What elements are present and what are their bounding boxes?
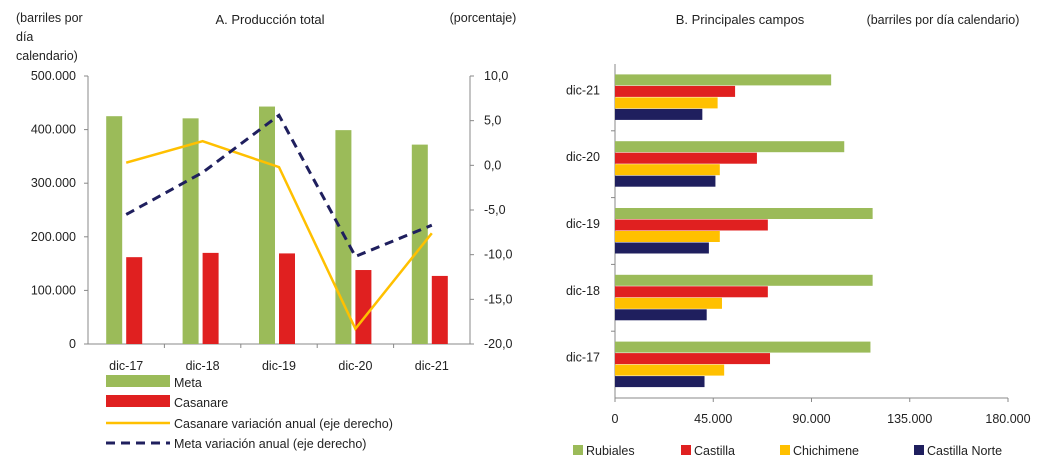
legend-b-label-castilla-norte: Castilla Norte [927,444,1002,458]
left-tick-label: 100.000 [31,283,76,297]
right-tick-label: 10,0 [484,69,508,83]
hbar-castilla-norte-dic-17 [615,376,705,388]
legend-b-label-rubiales: Rubiales [586,444,635,458]
line-casanare-variaci-n-anual-eje-derecho [125,139,433,332]
category-label-dic-18: dic-18 [186,359,220,373]
panel-a-plot: 0 100.000 200.000 300.000 400.000 500.000 -20,… [31,69,513,373]
right-tick-label: 0,0 [484,158,501,172]
category-label-dic-19: dic-19 [262,359,296,373]
left-tick-label: 300.000 [31,176,76,190]
panel-b-category-label-dic-17: dic-17 [566,351,600,365]
line-meta-variaci-n-anual-eje-derecho [125,113,433,259]
hbar-castilla-dic-19 [615,219,768,231]
legend-label-casanare: Casanare [174,396,228,410]
panel-b-category-label-dic-19: dic-19 [566,217,600,231]
right-tick-label: 5,0 [484,114,501,128]
left-tick-label: 200.000 [31,230,76,244]
bar-casanare-dic-20 [355,270,372,344]
bar-casanare-dic-17 [126,257,143,344]
legend-label-casanare-variaci-n-anual-eje-derecho: Casanare variación anual (eje derecho) [174,417,393,431]
left-axis-label-line2: día [16,30,33,44]
hbar-castilla-dic-21 [615,85,736,97]
left-axis-label-line1: (barriles por [16,11,83,25]
legend-b-swatch-castilla [681,445,691,455]
bar-casanare-dic-19 [279,253,295,344]
panel-a-legend: Meta Casanare Casanare variación anual (ej… [106,375,393,451]
category-label-dic-20: dic-20 [338,359,372,373]
category-label-dic-21: dic-21 [415,359,449,373]
hbar-chichimene-dic-21 [615,97,718,109]
legend-b-label-chichimene: Chichimene [793,444,859,458]
panel-b-tick-label: 0 [612,412,619,426]
hbar-chichimene-dic-19 [615,231,720,242]
legend-swatch-casanare [106,395,170,407]
panel-b-category-label-dic-18: dic-18 [566,284,600,298]
right-tick-label: -15,0 [484,292,513,306]
hbar-rubiales-dic-17 [615,341,871,353]
hbar-rubiales-dic-21 [615,74,832,86]
hbar-castilla-dic-18 [615,286,768,298]
legend-b-swatch-castilla-norte [914,445,924,455]
legend-b-label-castilla: Castilla [694,444,735,458]
hbar-chichimene-dic-18 [615,297,722,309]
hbar-rubiales-dic-19 [615,208,873,219]
category-label-dic-17: dic-17 [109,359,143,373]
right-axis-label: (porcentaje) [450,11,517,25]
hbar-castilla-norte-dic-19 [615,242,709,254]
hbar-castilla-dic-20 [615,152,757,164]
panel-b-plot: 0 45.000 90.000 135.000 180.000 dic-21 dic-20 d… [566,64,1031,426]
bar-casanare-dic-21 [431,275,448,344]
legend-label-meta: Meta [174,376,202,390]
panel-b-unit-label: (barriles por día calendario) [867,13,1020,27]
bar-meta-dic-17 [106,116,123,344]
panel-a-title: A. Producción total [215,12,324,27]
legend-b-swatch-rubiales [573,445,583,455]
left-axis-label-line3: calendario) [16,49,78,63]
left-tick-label: 0 [69,337,76,351]
right-tick-label: -10,0 [484,248,513,262]
hbar-castilla-norte-dic-21 [615,108,703,120]
legend-swatch-meta [106,375,170,387]
panel-b-title: B. Principales campos [676,12,805,27]
legend-label-meta-variaci-n-anual-eje-derecho: Meta variación anual (eje derecho) [174,437,366,451]
right-tick-label: -20,0 [484,337,513,351]
hbar-castilla-norte-dic-20 [615,175,716,187]
panel-b-category-label-dic-20: dic-20 [566,150,600,164]
left-tick-label: 500.000 [31,69,76,83]
hbar-rubiales-dic-20 [615,141,845,153]
panel-b-tick-label: 135.000 [887,412,932,426]
hbar-rubiales-dic-18 [615,274,873,286]
hbar-castilla-norte-dic-18 [615,309,707,321]
right-tick-label: -5,0 [484,203,506,217]
panel-b-legend: Rubiales Castilla Chichimene Castilla Norte [573,444,1002,458]
panel-b-tick-label: 45.000 [694,412,732,426]
hbar-chichimene-dic-20 [615,164,720,176]
bar-meta-dic-19 [259,106,275,344]
left-tick-label: 400.000 [31,123,76,137]
hbar-castilla-dic-17 [615,353,771,365]
legend-b-swatch-chichimene [780,445,790,455]
panel-b-tick-label: 180.000 [985,412,1030,426]
bar-meta-dic-21 [411,144,428,344]
hbar-chichimene-dic-17 [615,364,725,376]
panel-b-tick-label: 90.000 [792,412,830,426]
panel-b-category-label-dic-21: dic-21 [566,83,600,97]
bar-casanare-dic-18 [202,252,219,344]
bar-meta-dic-18 [182,118,199,345]
